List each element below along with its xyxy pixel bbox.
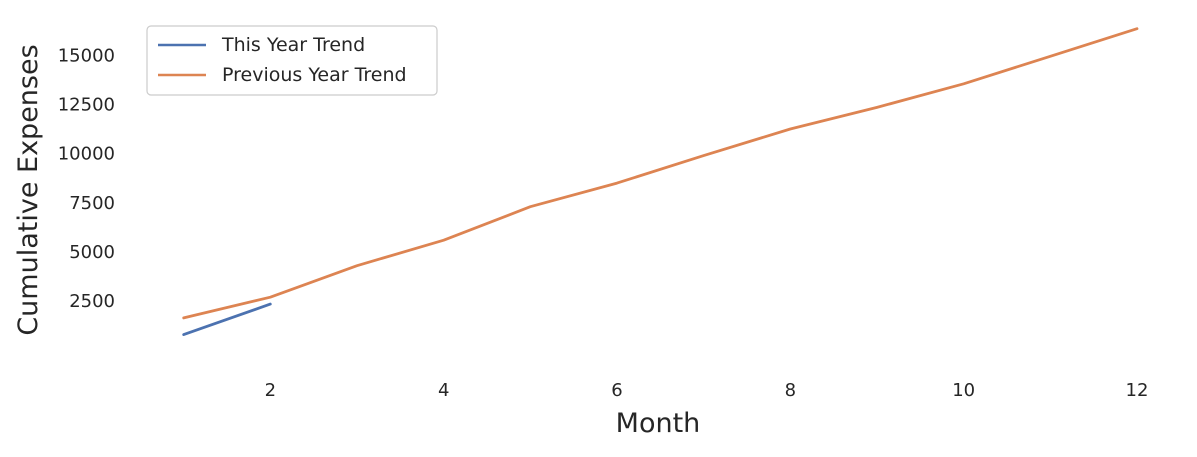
x-tick-label: 8 xyxy=(785,380,796,401)
series-line-this-year xyxy=(182,302,272,337)
x-tick-label: 10 xyxy=(952,380,975,401)
y-tick-label: 2500 xyxy=(69,291,115,312)
x-tick-label: 12 xyxy=(1126,380,1149,401)
legend: This Year Trend Previous Year Trend xyxy=(146,25,438,96)
y-tick-label: 10000 xyxy=(58,144,115,165)
legend-label-previous-year: Previous Year Trend xyxy=(222,64,407,86)
x-tick-label: 4 xyxy=(438,380,449,401)
y-tick-label: 7500 xyxy=(69,193,115,214)
series-line-previous-year xyxy=(182,27,1139,320)
x-tick-label: 2 xyxy=(265,380,276,401)
y-tick-label: 12500 xyxy=(58,95,115,116)
x-tick-label: 6 xyxy=(611,380,622,401)
legend-label-this-year: This Year Trend xyxy=(221,34,365,56)
y-tick-label: 5000 xyxy=(69,242,115,263)
series-layer xyxy=(182,27,1139,337)
y-axis-label: Cumulative Expenses xyxy=(13,44,44,335)
y-axis-ticks: 2500 5000 7500 10000 12500 15000 xyxy=(58,45,115,312)
legend-frame xyxy=(146,25,438,96)
y-tick-label: 15000 xyxy=(58,45,115,66)
x-axis-label: Month xyxy=(616,408,701,439)
x-axis-ticks: 2 4 6 8 10 12 xyxy=(265,380,1149,401)
